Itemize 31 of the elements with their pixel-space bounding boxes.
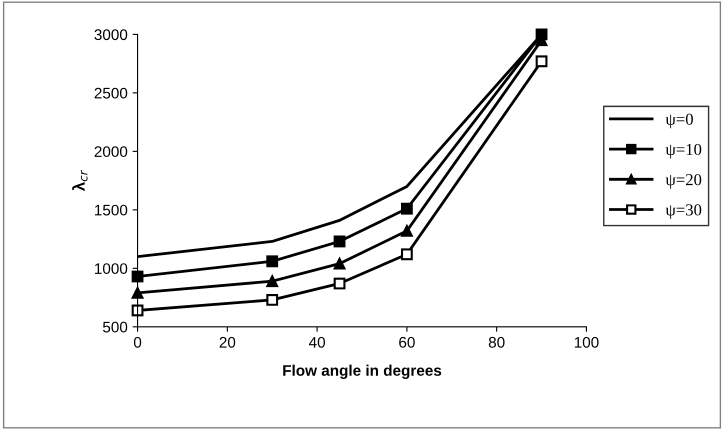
y-tick-label: 1000 (95, 263, 128, 274)
x-axis-title: Flow angle in degrees (283, 364, 442, 379)
x-tick-label: 60 (399, 336, 415, 348)
point (334, 236, 346, 248)
point (334, 258, 346, 270)
legend-label: ψ=30 (666, 204, 702, 219)
point (334, 278, 346, 290)
point (536, 55, 548, 68)
point (400, 248, 413, 260)
y-axis-title: λ$_{cr}$ (72, 170, 88, 192)
point (400, 224, 413, 237)
x-tick-label: 40 (308, 336, 326, 348)
point (132, 304, 144, 316)
x-tick-label: 80 (488, 336, 505, 348)
y-tick-label: 3000 (94, 29, 128, 40)
point (132, 286, 144, 299)
legend-label: ψ=20 (666, 174, 702, 189)
y-tick-label: 1500 (95, 204, 128, 216)
point (266, 275, 278, 288)
y-tick-label: 2000 (94, 146, 128, 158)
x-tick-label: 0 (134, 336, 142, 348)
y-tick-label: 500 (102, 322, 128, 332)
point (266, 255, 278, 268)
x-tick-label: 100 (574, 336, 599, 348)
point (400, 202, 413, 215)
legend-label: ψ=0 (666, 114, 693, 128)
legend-label: ψ=10 (666, 144, 702, 158)
point (132, 270, 144, 282)
y-tick-label: 2500 (94, 88, 128, 99)
x-tick-label: 20 (220, 336, 236, 348)
point (266, 294, 278, 306)
